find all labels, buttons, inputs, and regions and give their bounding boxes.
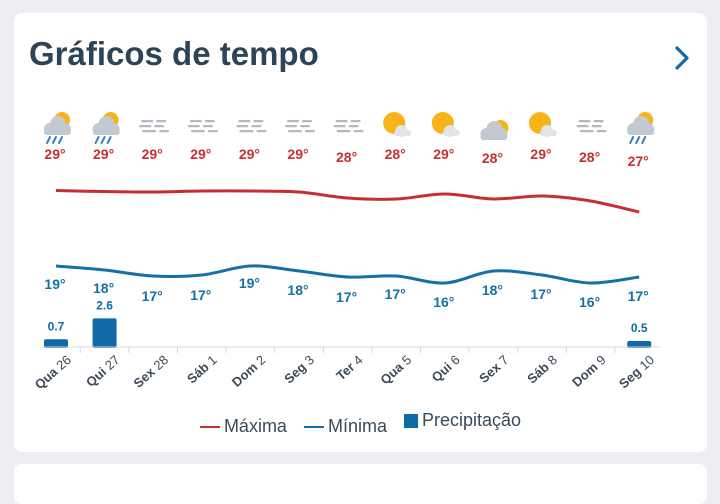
precip-label: 2.6 <box>96 298 113 312</box>
max-temp-label: 29° <box>93 146 114 162</box>
max-temp-label: 28° <box>579 149 600 165</box>
max-temp-label: 29° <box>433 146 454 162</box>
legend-min-swatch <box>303 425 324 428</box>
precip-label: 0.5 <box>631 321 648 335</box>
weather-icons <box>44 112 655 144</box>
max-temp-label: 29° <box>190 146 211 162</box>
x-axis-label: Sex 7 <box>476 352 511 386</box>
legend-max-label: Máxima <box>223 416 287 436</box>
max-temp-label: 28° <box>385 146 406 162</box>
x-axis-label: Qua 26 <box>32 352 74 392</box>
weather-chart: 29° 29° 29° 29° 29° 29° 28° 28° 29° 28° 29° 28° 27° … <box>32 112 660 392</box>
precip-label: 0.7 <box>48 319 65 333</box>
max-temp-label: 28° <box>482 150 503 166</box>
x-axis-ticks <box>79 347 616 353</box>
fog-icon <box>187 120 218 133</box>
max-temp-label: 29° <box>287 146 308 162</box>
fog-icon <box>236 120 267 133</box>
page-title: Gráficos de tempo <box>29 35 319 72</box>
legend-min-label: Mínima <box>327 416 387 436</box>
max-temp-label: 27° <box>628 153 649 169</box>
x-axis-label: Ter 4 <box>333 352 365 383</box>
legend-precip[interactable]: Precipitação <box>404 410 521 431</box>
min-temp-label: 17° <box>142 288 163 304</box>
fog-icon <box>285 120 315 133</box>
min-temp-labels: 19° 18° 17° 17° 19° 18° 17° 17° 16° 18° 17° 16° 17° <box>44 275 648 310</box>
weather-charts-card: Gráficos de tempo 29° 29° 29° 29° 29° 29° 28° 2… <box>14 13 707 452</box>
chevron-right-icon[interactable] <box>669 43 695 73</box>
next-card <box>14 464 707 504</box>
fog-icon <box>139 120 170 133</box>
x-axis-label: Qui 27 <box>83 352 123 390</box>
rain-cloud-icon <box>44 112 71 144</box>
rain-cloud-icon <box>627 112 655 144</box>
fog-icon <box>576 120 607 133</box>
x-axis-label: Sáb 1 <box>184 352 220 386</box>
min-temp-label: 17° <box>385 286 406 302</box>
max-temp-label: 29° <box>530 146 551 162</box>
min-temp-label: 17° <box>336 289 357 305</box>
x-axis-label: Qui 6 <box>429 352 463 385</box>
x-axis-label: Sex 28 <box>131 352 172 391</box>
min-temp-label: 17° <box>628 288 649 304</box>
fog-icon <box>333 120 364 133</box>
min-temp-label: 16° <box>579 294 600 310</box>
min-temp-label: 18° <box>287 282 308 298</box>
min-temp-label: 18° <box>93 280 114 296</box>
precip-bar <box>92 318 117 348</box>
sun-cloud-icon <box>383 112 412 137</box>
rain-cloud-icon <box>92 112 120 144</box>
precip-labels: 0.7 2.6 0.5 <box>48 298 648 335</box>
min-temp-label: 17° <box>190 287 211 303</box>
x-axis-label: Dom 2 <box>229 352 269 390</box>
precip-bars <box>44 318 652 348</box>
precip-bar <box>44 339 68 348</box>
min-temp-label: 16° <box>433 294 454 310</box>
sun-cloud-icon <box>431 112 460 137</box>
max-temp-label: 29° <box>44 146 65 162</box>
x-axis-labels: Qua 26 Qui 27 Sex 28 Sáb 1 Dom 2 Seg 3 Ter 4 Qu… <box>32 352 657 392</box>
legend-max[interactable]: Máxima <box>199 416 287 437</box>
max-temp-label: 29° <box>239 146 260 162</box>
x-axis-label: Dom 9 <box>569 352 609 390</box>
x-axis-label: Qua 5 <box>377 352 414 387</box>
min-temp-label: 18° <box>482 282 503 298</box>
x-axis-label: Seg 3 <box>281 352 317 386</box>
max-temp-label: 29° <box>142 146 163 162</box>
legend-precip-swatch <box>404 413 418 428</box>
max-temp-label: 28° <box>336 149 357 165</box>
sun-cloud-icon <box>529 112 557 137</box>
precip-bar <box>627 341 652 348</box>
chart-legend: Máxima Mínima Precipitação <box>14 410 707 437</box>
legend-min[interactable]: Mínima <box>303 416 387 437</box>
x-axis-label: Seg 10 <box>616 352 657 391</box>
cloud-sun-icon <box>480 120 509 140</box>
max-temp-line <box>55 189 640 214</box>
legend-precip-label: Precipitação <box>422 410 522 430</box>
min-temp-label: 17° <box>530 286 551 302</box>
legend-max-swatch <box>199 425 220 428</box>
x-axis-label: Sáb 8 <box>524 352 560 386</box>
min-temp-line <box>55 264 640 285</box>
min-temp-label: 19° <box>44 276 65 292</box>
min-temp-label: 19° <box>239 275 260 291</box>
max-temp-labels: 29° 29° 29° 29° 29° 29° 28° 28° 29° 28° 29° 28° 27° <box>44 146 648 169</box>
